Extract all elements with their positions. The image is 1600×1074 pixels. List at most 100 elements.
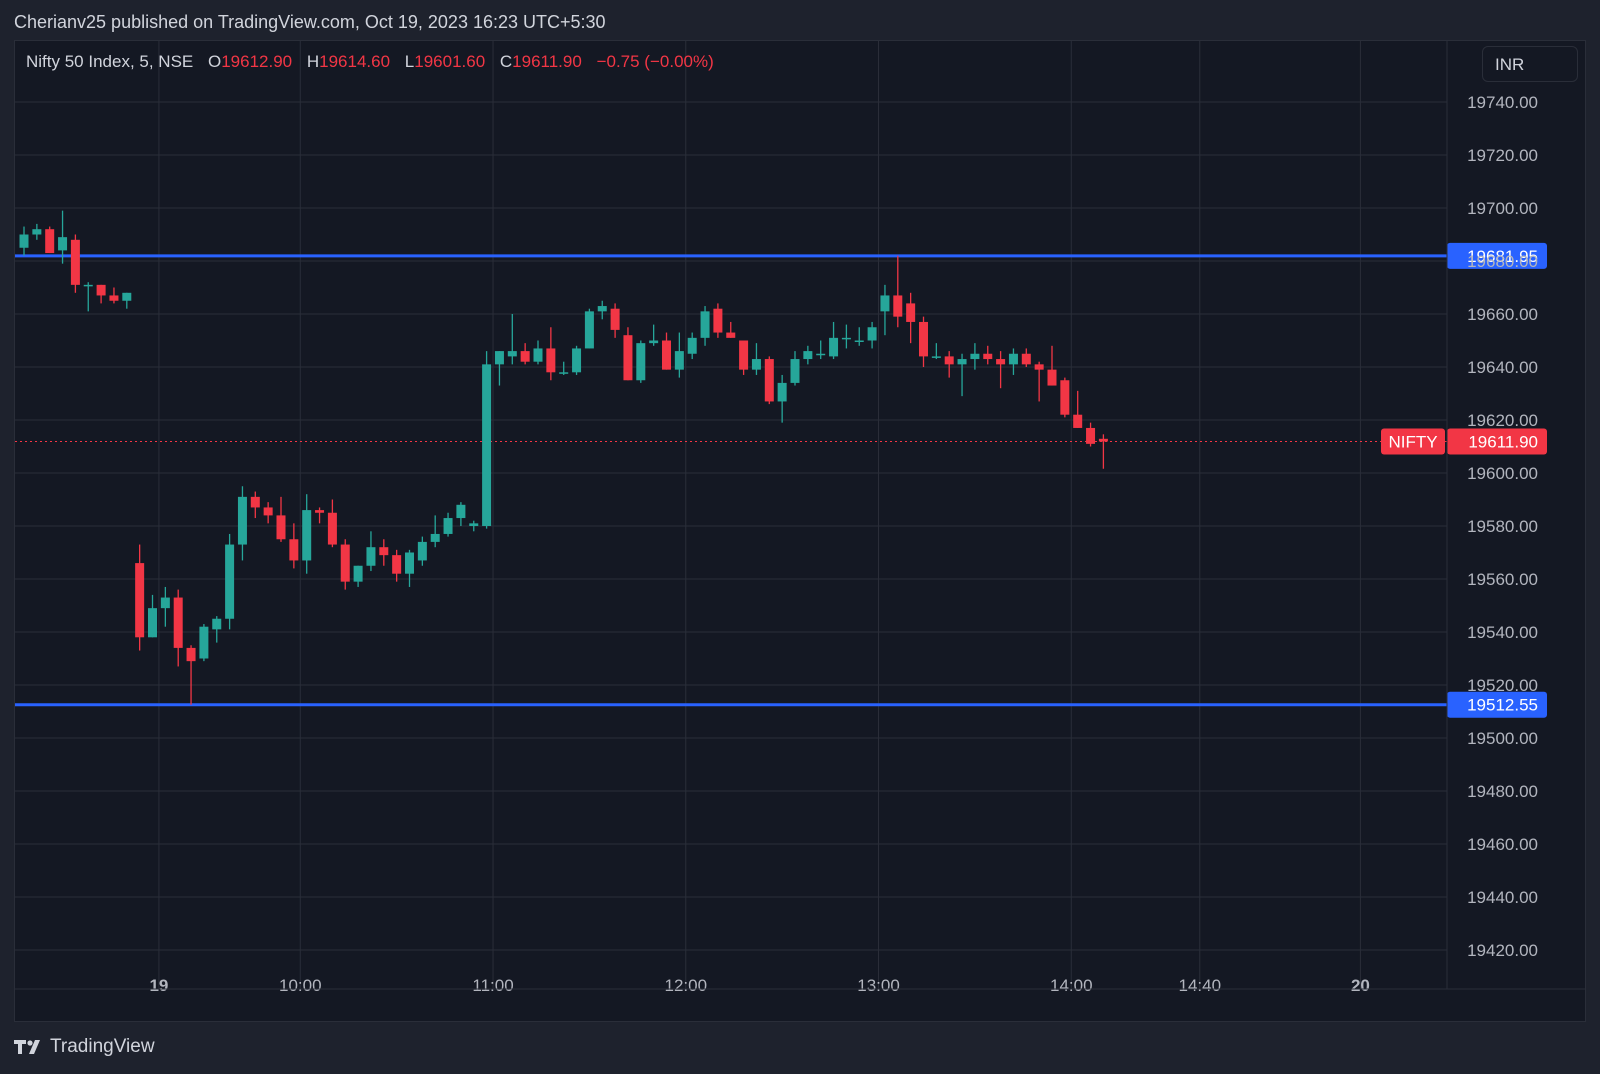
chart-pane[interactable]: 19681.95 19512.55 NIFTY 19611.90 19740.00 19… xyxy=(14,40,1586,1022)
candle-body xyxy=(919,321,928,357)
y-tick-label: 19580.00 xyxy=(1467,517,1538,536)
candle-body xyxy=(96,284,106,296)
candle xyxy=(790,351,800,386)
candle-body xyxy=(160,597,170,609)
candle-body xyxy=(931,356,941,358)
y-tick-label: 19520.00 xyxy=(1467,676,1538,695)
candle-body xyxy=(662,340,671,370)
x-tick-label: 14:00 xyxy=(1050,976,1093,995)
candle-body xyxy=(276,515,286,540)
candle-body xyxy=(122,292,132,301)
horizontal-levels: 19681.95 19512.55 NIFTY 19611.90 xyxy=(15,242,1547,718)
candle-body xyxy=(250,496,260,508)
candle-body xyxy=(816,353,826,356)
candle xyxy=(520,343,530,365)
candle-body xyxy=(148,608,157,638)
candle-body xyxy=(996,359,1006,365)
tradingview-logo[interactable]: TradingView xyxy=(14,1036,155,1058)
candle xyxy=(353,565,363,587)
candle xyxy=(1086,422,1096,447)
candle-body xyxy=(327,512,337,545)
candle-body xyxy=(700,311,710,338)
candle-body xyxy=(237,496,247,545)
candle-body xyxy=(1008,353,1018,365)
candle xyxy=(160,586,170,627)
candles xyxy=(19,210,1108,705)
candle-body xyxy=(623,335,633,381)
candle xyxy=(944,351,954,378)
candle-body xyxy=(212,618,222,630)
candle-body xyxy=(263,507,273,516)
last-price-label: 19611.90 xyxy=(1468,432,1538,451)
candle-body xyxy=(584,311,594,349)
x-tick-label: 19 xyxy=(149,976,168,995)
candle xyxy=(417,536,427,566)
y-tick-label: 19700.00 xyxy=(1467,199,1538,218)
y-tick-label: 19660.00 xyxy=(1467,305,1538,324)
candle-body xyxy=(739,340,749,370)
candle-body xyxy=(597,306,607,312)
level-price-tag xyxy=(1447,242,1547,269)
candle-body xyxy=(906,303,916,322)
symbol-tag xyxy=(1381,428,1445,455)
candle-body xyxy=(1073,414,1083,428)
candle-body xyxy=(546,348,556,373)
candle-body xyxy=(957,359,967,365)
candle xyxy=(58,210,68,264)
candle-body xyxy=(893,295,903,317)
candle xyxy=(726,321,736,338)
candle-body xyxy=(764,359,774,402)
candle-body xyxy=(225,544,235,619)
low-label: L xyxy=(404,52,415,71)
candle-body xyxy=(687,337,697,354)
candle-body xyxy=(1060,380,1070,415)
candle xyxy=(507,314,517,365)
candle xyxy=(854,327,864,346)
candle-body xyxy=(70,239,80,285)
candle xyxy=(83,282,93,312)
x-tick-label: 14:40 xyxy=(1179,976,1222,995)
candle-body xyxy=(970,353,980,360)
y-tick-label: 19540.00 xyxy=(1467,623,1538,642)
candle xyxy=(32,223,42,240)
candle-body xyxy=(58,237,68,251)
candle xyxy=(751,343,761,375)
candle-body xyxy=(1047,369,1057,386)
candle xyxy=(1034,361,1044,402)
y-tick-label: 19640.00 xyxy=(1467,358,1538,377)
candle-body xyxy=(135,563,145,638)
candle xyxy=(906,292,916,344)
tradingview-logo-icon xyxy=(14,1040,40,1054)
candle-body xyxy=(379,547,389,556)
candle xyxy=(662,332,671,370)
currency-button[interactable]: INR xyxy=(1482,46,1578,82)
candle xyxy=(970,343,980,370)
candle-body xyxy=(289,539,299,561)
candle-body xyxy=(430,533,440,542)
candle xyxy=(931,343,941,360)
candle xyxy=(289,523,299,569)
candle-body xyxy=(315,510,325,513)
candle xyxy=(212,616,222,643)
candle-body xyxy=(520,351,530,362)
candle xyxy=(237,486,247,561)
open-value: 19612.90 xyxy=(221,52,293,71)
candle xyxy=(122,292,132,309)
candle xyxy=(19,226,29,256)
candle xyxy=(674,332,684,378)
candle-body xyxy=(841,337,851,340)
candle xyxy=(1060,377,1070,418)
close-label: C xyxy=(499,52,513,71)
candle-body xyxy=(392,555,402,574)
candle xyxy=(302,494,312,574)
candle xyxy=(1008,348,1018,375)
x-tick-label: 13:00 xyxy=(857,976,900,995)
symbol-title[interactable]: Nifty 50 Index, 5, NSE xyxy=(26,52,194,71)
candle xyxy=(405,549,414,587)
candle xyxy=(70,234,80,293)
candle-body xyxy=(867,327,877,341)
candle xyxy=(983,345,993,365)
last-price-tag xyxy=(1447,428,1547,455)
candle xyxy=(623,327,633,381)
